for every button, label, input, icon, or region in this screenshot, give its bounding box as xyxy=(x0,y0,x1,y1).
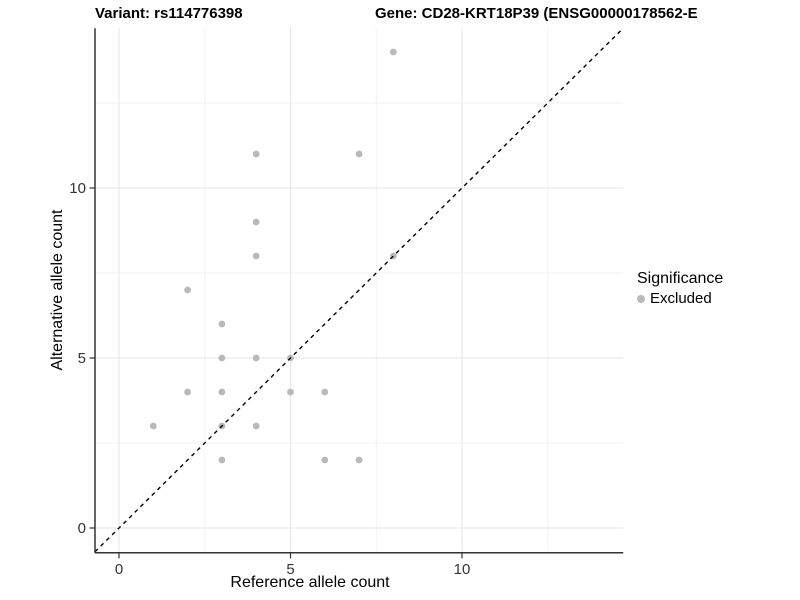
data-point xyxy=(252,218,260,226)
point-key-icon xyxy=(637,294,645,303)
data-point xyxy=(252,150,260,158)
x-tick-label: 10 xyxy=(454,561,471,578)
data-point xyxy=(355,456,363,464)
data-point xyxy=(149,422,157,430)
gene-title: Gene: CD28-KRT18P39 (ENSG00000178562-E xyxy=(375,5,698,22)
y-tick-label: 10 xyxy=(69,180,86,197)
data-point xyxy=(321,388,329,396)
data-point xyxy=(218,388,226,396)
data-point xyxy=(252,422,260,430)
x-axis-title: Reference allele count xyxy=(230,574,390,591)
identity-line xyxy=(94,27,624,553)
legend-title: Significance xyxy=(637,270,724,287)
data-point xyxy=(218,320,226,328)
y-tick-label: 5 xyxy=(78,350,86,367)
y-tick-label: 0 xyxy=(78,520,86,537)
data-point xyxy=(390,48,397,56)
data-point xyxy=(184,286,192,294)
data-point xyxy=(355,150,363,158)
data-point xyxy=(287,388,294,396)
data-point xyxy=(184,388,192,396)
data-point xyxy=(218,354,226,362)
variant-title: Variant: rs114776398 xyxy=(95,5,243,22)
data-point xyxy=(321,456,329,464)
data-point xyxy=(252,252,260,260)
data-point xyxy=(218,456,226,464)
legend-item-excluded: Excluded xyxy=(637,290,723,307)
x-tick-label: 5 xyxy=(286,561,294,578)
legend-item-label: Excluded xyxy=(650,290,712,307)
legend: Significance Excluded xyxy=(637,270,723,307)
x-tick-label: 0 xyxy=(115,561,123,578)
data-point xyxy=(252,354,260,362)
y-axis-title: Alternative allele count xyxy=(49,209,66,371)
